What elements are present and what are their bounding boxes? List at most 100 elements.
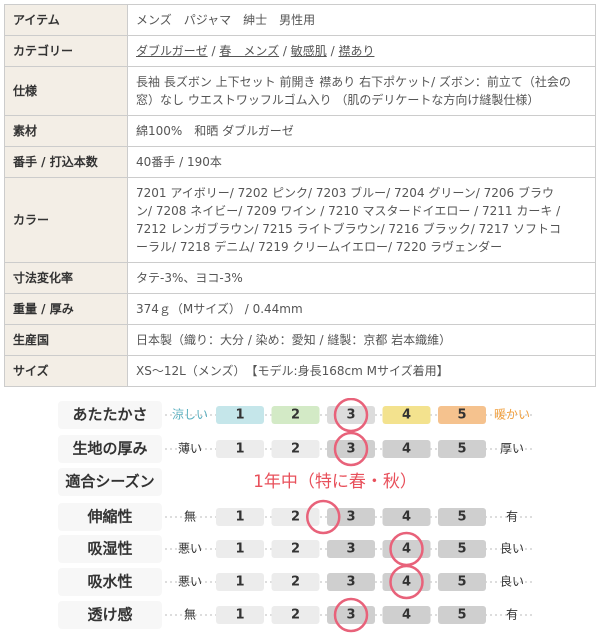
scale-number: 4 [402, 608, 411, 623]
low-label: 薄い [178, 441, 202, 456]
scale-number: 2 [291, 608, 300, 623]
spec-value: ダブルガーゼ / 春 メンズ / 敏感肌 / 襟あり [127, 35, 596, 67]
spec-label: 寸法変化率 [4, 262, 128, 294]
scale-number: 4 [402, 408, 411, 423]
scale-number: 5 [457, 542, 466, 557]
scale-number: 1 [235, 608, 244, 623]
scale-box [216, 508, 264, 526]
high-label: 厚い [500, 442, 524, 456]
scale-box [327, 573, 375, 591]
spec-line: 374ｇ（Mサイズ） / 0.44mm [136, 302, 303, 316]
scale-box [438, 508, 486, 526]
scale-box [382, 573, 431, 591]
spec-row: 仕様 長袖 長ズボン 上下セット 前開き 襟あり 右下ポケット/ ズボン：前立て（… [4, 66, 596, 116]
scale-box [271, 406, 320, 424]
scale-box [216, 573, 264, 591]
category-link[interactable]: 春 メンズ [219, 44, 280, 58]
scale-box [438, 540, 486, 558]
scale-number: 5 [457, 608, 466, 623]
spec-value: 綿100% 和晒 ダブルガーゼ [127, 115, 596, 147]
rating-label: あたたかさ [72, 406, 147, 424]
scale-box [327, 440, 375, 458]
spec-row: 重量 / 厚み 374ｇ（Mサイズ） / 0.44mm [4, 293, 596, 325]
spec-line: タテ-3%、ヨコ-3% [136, 271, 243, 285]
high-label: 有 [506, 510, 518, 524]
scale-number: 2 [291, 510, 300, 525]
low-label: 悪い [178, 542, 202, 556]
rating-label: 適合シーズン [65, 473, 154, 491]
category-link[interactable]: 襟あり [338, 44, 375, 58]
spec-row: 生産国 日本製（織り：大分 / 染め：愛知 / 縫製：京都 岩本織維） [4, 324, 596, 356]
selection-circle [333, 597, 369, 633]
scale-number: 3 [346, 408, 355, 423]
scale-number: 3 [346, 442, 355, 457]
rating-label: 吸湿性 [87, 540, 132, 558]
spec-value: XS～12L（メンズ） 【モデル:身長168cm Mサイズ着用】 [127, 355, 596, 387]
category-link[interactable]: 敏感肌 [290, 44, 327, 58]
label-bg [58, 435, 162, 463]
scale-box [271, 573, 320, 591]
scale-number: 4 [402, 542, 411, 557]
scale-number: 2 [291, 542, 300, 557]
spec-label: カテゴリー [4, 35, 128, 67]
spec-line: XS～12L（メンズ） 【モデル:身長168cm Mサイズ着用】 [136, 364, 449, 378]
spec-table: アイテム メンズ パジャマ 紳士 男性用 カテゴリー ダブルガーゼ / 春 メンズ /… [4, 4, 596, 387]
spec-line: 7212 レンガブラウン/ 7215 ライトブラウン/ 7216 ブラック/ 7… [136, 222, 561, 236]
scale-number: 5 [457, 575, 466, 590]
scale-box [382, 508, 431, 526]
scale-number: 1 [235, 408, 244, 423]
scale-box [327, 606, 375, 624]
scale-box [271, 606, 320, 624]
spec-row: 素材 綿100% 和晒 ダブルガーゼ [4, 115, 596, 147]
spec-label: 仕様 [4, 66, 128, 116]
scale-number: 4 [402, 510, 411, 525]
selection-circle [333, 398, 369, 433]
scale-number: 2 [291, 575, 300, 590]
label-bg [58, 568, 162, 596]
spec-line: 窓）なし ウエストワッフルゴム入り （肌のデリケートな方向け縫製仕様） [136, 93, 540, 107]
high-label: 有 [506, 608, 518, 622]
spec-label: 重量 / 厚み [4, 293, 128, 325]
spec-line: 7201 アイボリー/ 7202 ピンク/ 7203 ブルー/ 7204 グリー… [136, 186, 554, 200]
spec-value: 日本製（織り：大分 / 染め：愛知 / 縫製：京都 岩本織維） [127, 324, 596, 356]
scale-number: 5 [457, 510, 466, 525]
scale-box [216, 440, 264, 458]
spec-line: 長袖 長ズボン 上下セット 前開き 襟あり 右下ポケット/ ズボン：前立て（社会… [136, 75, 571, 89]
spec-line: メンズ パジャマ 紳士 男性用 [136, 13, 316, 27]
spec-label: アイテム [4, 4, 128, 36]
scale-box [438, 406, 486, 424]
spec-label: 素材 [4, 115, 128, 147]
label-bg [58, 503, 162, 531]
selection-circle [333, 431, 369, 467]
high-label: 良い [500, 541, 524, 556]
spec-label: 生産国 [4, 324, 128, 356]
spec-row: アイテム メンズ パジャマ 紳士 男性用 [4, 4, 596, 36]
scale-box [216, 540, 264, 558]
scale-box [382, 540, 431, 558]
spec-value: メンズ パジャマ 紳士 男性用 [127, 4, 596, 36]
spec-line: 40番手 / 190本 [136, 155, 222, 169]
spec-value: 40番手 / 190本 [127, 146, 596, 178]
scale-box [438, 573, 486, 591]
scale-box [271, 440, 320, 458]
scale-number: 4 [402, 575, 411, 590]
scale-box [382, 440, 431, 458]
category-link[interactable]: ダブルガーゼ [136, 44, 208, 58]
scale-number: 4 [402, 442, 411, 457]
scale-box [216, 406, 264, 424]
spec-label: サイズ [4, 355, 128, 387]
scale-number: 3 [346, 542, 355, 557]
scale-number: 2 [291, 442, 300, 457]
scale-number: 1 [235, 542, 244, 557]
scale-box [438, 440, 486, 458]
selection-circle [389, 564, 424, 600]
spec-row: 寸法変化率 タテ-3%、ヨコ-3% [4, 262, 596, 294]
scale-number: 3 [346, 510, 355, 525]
rating-chart: あたたかさ 涼しい 暖かい 1 2 3 4 5 生地の厚み 薄い 厚い 1 2 3 4 5 適合シーズン 1年中（… [58, 398, 535, 633]
spec-value: タテ-3%、ヨコ-3% [127, 262, 596, 294]
spec-value: 7201 アイボリー/ 7202 ピンク/ 7203 ブルー/ 7204 グリー… [127, 177, 596, 263]
scale-number: 3 [346, 575, 355, 590]
spec-label: 番手 / 打込本数 [4, 146, 128, 178]
rating-label: 伸縮性 [86, 508, 132, 526]
